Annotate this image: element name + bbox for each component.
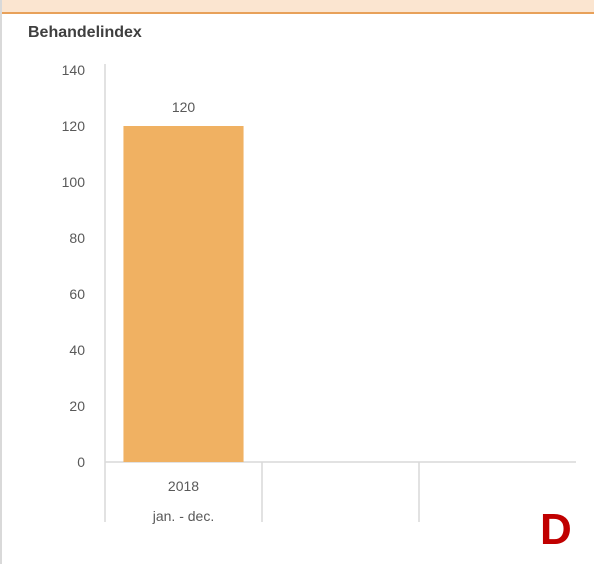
bar-data-label: 120 bbox=[172, 99, 196, 115]
panel-letter: D bbox=[540, 505, 572, 554]
y-tick-label: 140 bbox=[62, 62, 86, 78]
y-tick-label: 60 bbox=[69, 286, 85, 302]
y-tick-label: 80 bbox=[69, 230, 85, 246]
panel-top-border bbox=[2, 0, 594, 14]
y-tick-label: 120 bbox=[62, 118, 86, 134]
y-tick-label: 20 bbox=[69, 398, 85, 414]
chart-title: Behandelindex bbox=[28, 24, 142, 41]
x-category-label: 2018 bbox=[168, 478, 199, 494]
y-tick-label: 0 bbox=[77, 454, 85, 470]
bar bbox=[123, 126, 244, 462]
y-tick-label: 40 bbox=[69, 342, 85, 358]
y-tick-label: 100 bbox=[62, 174, 86, 190]
x-category-sublabel: jan. - dec. bbox=[152, 508, 214, 524]
